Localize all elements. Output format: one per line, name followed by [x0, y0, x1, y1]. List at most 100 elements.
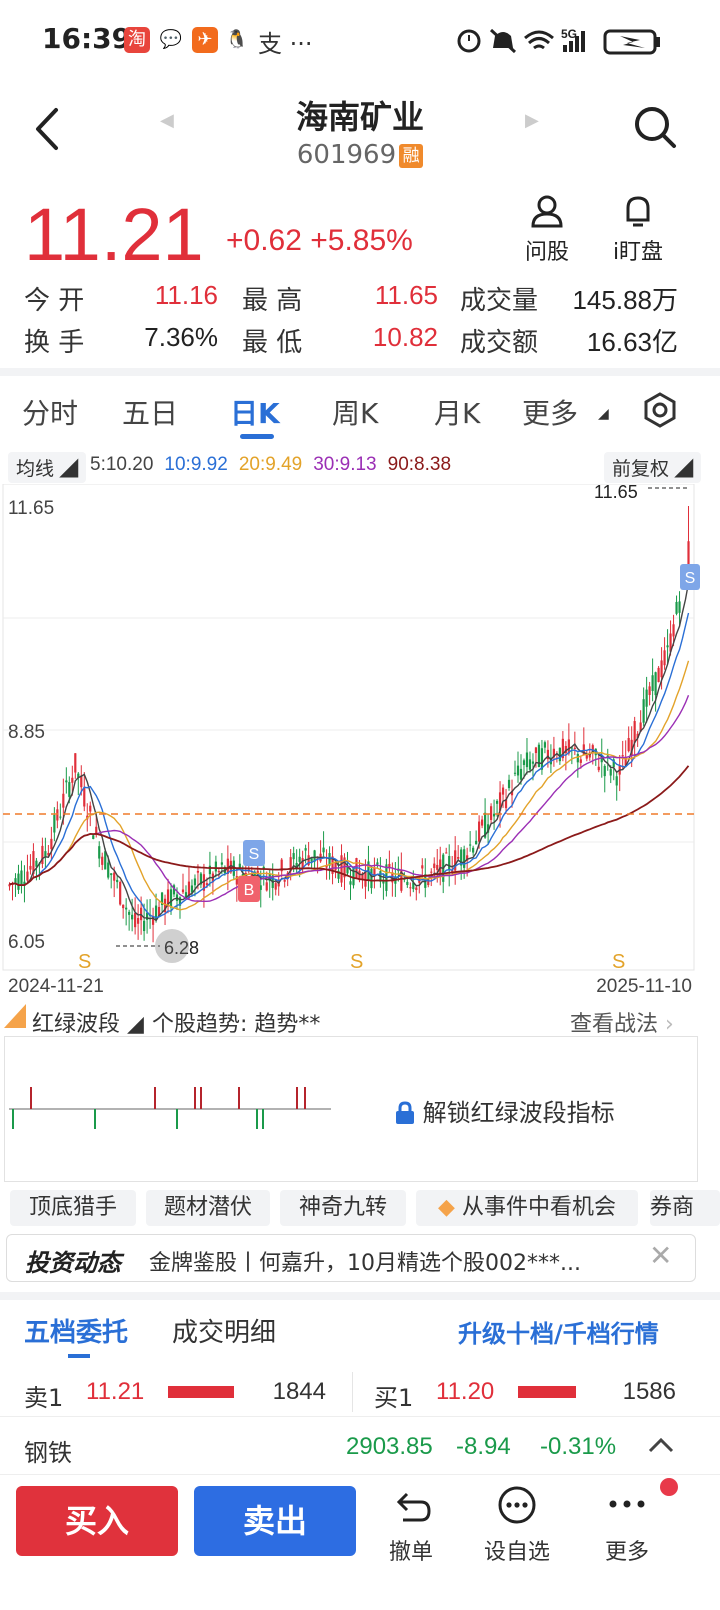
- candle-body: [645, 689, 648, 707]
- search-icon[interactable]: [632, 104, 678, 150]
- adjust-selector[interactable]: 前复权 ◢: [604, 452, 702, 483]
- candlestick-chart[interactable]: 11.65 8.85 6.05 2024-11-21 2025-11-10 11.65 6.…: [0, 484, 700, 1000]
- quote-value: 145.88万: [572, 285, 678, 315]
- candle-body: [325, 865, 328, 868]
- candle-body: [304, 848, 307, 851]
- candle-body: [507, 779, 511, 789]
- sector-row[interactable]: 钢铁 2903.85 -8.94 -0.31%: [0, 1416, 720, 1474]
- buy-button[interactable]: 买入: [16, 1486, 178, 1556]
- candle-body: [145, 912, 149, 920]
- candle-body: [481, 819, 484, 826]
- candle-body: [373, 867, 376, 875]
- settings-icon[interactable]: [640, 390, 680, 430]
- close-icon[interactable]: ✕: [649, 1239, 673, 1272]
- ma-value: 90:8.38: [387, 454, 452, 475]
- candle-body: [56, 809, 59, 821]
- more-button[interactable]: 更多: [582, 1484, 672, 1566]
- lock-icon: [395, 1101, 415, 1125]
- unlock-button[interactable]: 解锁红绿波段指标: [395, 1093, 615, 1128]
- candle-body: [579, 759, 582, 763]
- tab-0[interactable]: 分时: [22, 397, 79, 430]
- candle-body: [585, 755, 588, 759]
- candle-body: [454, 850, 457, 871]
- tab-5[interactable]: 更多: [522, 397, 579, 430]
- candle-body: [630, 739, 633, 756]
- robot-icon: [531, 195, 563, 228]
- more-dropdown-icon[interactable]: ◢: [598, 406, 609, 422]
- candle-body: [35, 860, 38, 867]
- status-icons: 5G: [457, 27, 660, 55]
- adjust-label: 前复权: [612, 459, 670, 480]
- tab-4[interactable]: 月K: [434, 397, 481, 430]
- sector-index: 2903.85: [346, 1433, 433, 1460]
- cancel-order-button[interactable]: 撤单: [366, 1484, 456, 1566]
- candle-body: [543, 742, 547, 748]
- candle-body: [187, 881, 191, 899]
- tag-button[interactable]: 神奇九转: [280, 1190, 406, 1226]
- candle-body: [352, 867, 355, 886]
- sell-button[interactable]: 卖出: [194, 1486, 356, 1556]
- candle-body: [678, 601, 681, 613]
- candle-body: [466, 855, 469, 861]
- candle-body: [495, 800, 499, 804]
- candle-body: [361, 873, 364, 880]
- candle-body: [472, 847, 475, 853]
- ma5-line: [9, 582, 690, 922]
- upgrade-link[interactable]: 升级十档/千档行情: [458, 1320, 659, 1348]
- tab-2[interactable]: 日K: [230, 397, 280, 430]
- candle-body: [193, 878, 197, 886]
- candle-body: [672, 624, 675, 637]
- candle-body: [298, 856, 301, 862]
- indicator-selector[interactable]: 红绿波段 ◢: [32, 1012, 144, 1037]
- tag-button[interactable]: 券商: [650, 1190, 720, 1226]
- tag-button[interactable]: ◆ 从事件中看机会: [416, 1190, 638, 1226]
- sell-signal-label: S: [612, 951, 625, 973]
- tab-trade-detail[interactable]: 成交明细: [172, 1318, 277, 1348]
- ask-stock-button[interactable]: 问股: [507, 194, 587, 266]
- prev-stock-icon[interactable]: ◀: [160, 110, 174, 131]
- news-text: 金牌鉴股丨何嘉升，10月精选个股002***...: [149, 1251, 581, 1276]
- candle-body: [47, 852, 50, 856]
- candle-body: [137, 918, 140, 924]
- sell1-label: 卖1: [24, 1384, 64, 1412]
- chart-scroll-handle[interactable]: [155, 929, 189, 963]
- tag-button[interactable]: 顶底猎手: [10, 1190, 136, 1226]
- candle-body: [274, 883, 277, 890]
- candle-body: [235, 876, 238, 885]
- sell1-price: 11.21: [86, 1378, 145, 1405]
- candle-body: [50, 838, 53, 850]
- candle-body: [214, 861, 217, 872]
- tag-button[interactable]: 题材潜伏: [146, 1190, 270, 1226]
- tab-3[interactable]: 周K: [332, 397, 379, 430]
- candle-body: [62, 793, 65, 808]
- ask-stock-label: 问股: [524, 240, 569, 265]
- tab-1[interactable]: 五日: [122, 397, 179, 430]
- candle-body: [343, 857, 346, 878]
- candle-body: [83, 787, 86, 807]
- sector-percent: -0.31%: [540, 1433, 617, 1460]
- add-watchlist-button[interactable]: 设自选: [472, 1484, 562, 1566]
- candle-body: [17, 873, 20, 890]
- candle-body: [615, 776, 618, 786]
- candle-body: [98, 846, 101, 859]
- candle-body: [573, 747, 576, 749]
- chevron-up-icon[interactable]: [648, 1437, 674, 1453]
- candle-body: [621, 755, 624, 757]
- candle-body: [558, 747, 561, 762]
- ma-selector[interactable]: 均线 ◢: [8, 452, 87, 483]
- strategy-link[interactable]: 查看战法 ›: [570, 1012, 674, 1037]
- candle-body: [427, 878, 430, 886]
- candle-body: [337, 870, 340, 879]
- candle-body: [199, 873, 203, 885]
- tab-order-book[interactable]: 五档委托: [24, 1318, 129, 1348]
- candle-body: [412, 882, 415, 890]
- sell1-volume: 1844: [272, 1378, 326, 1405]
- more-dots-icon: [609, 1500, 645, 1508]
- buy1-volume: 1586: [622, 1378, 676, 1405]
- app-notification-icon: ✈: [192, 27, 218, 53]
- next-stock-icon[interactable]: ▶: [525, 110, 539, 131]
- news-banner[interactable]: 投资动态 金牌鉴股丨何嘉升，10月精选个股002***... ✕: [6, 1234, 696, 1282]
- taobao-icon: 淘: [124, 27, 150, 53]
- back-icon[interactable]: [28, 104, 68, 154]
- watch-button[interactable]: i盯盘: [598, 194, 678, 266]
